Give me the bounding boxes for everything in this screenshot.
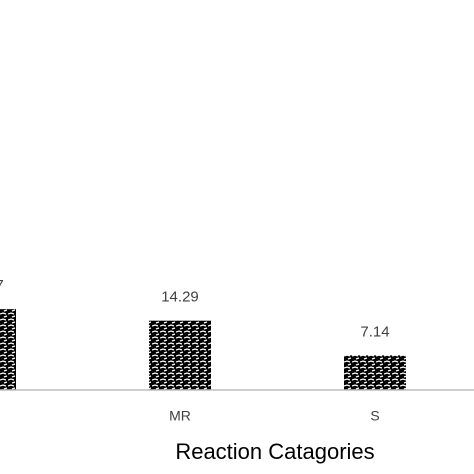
bar	[344, 355, 406, 390]
bar	[0, 309, 16, 390]
value-label: 14.29	[161, 289, 199, 306]
value-label: 16.67	[0, 277, 4, 294]
x-tick-label: MR	[169, 408, 191, 424]
x-axis-title: Reaction Catagories	[175, 439, 374, 464]
x-tick-label: S	[370, 408, 379, 424]
bar	[149, 320, 211, 390]
value-label: 7.14	[360, 323, 389, 340]
